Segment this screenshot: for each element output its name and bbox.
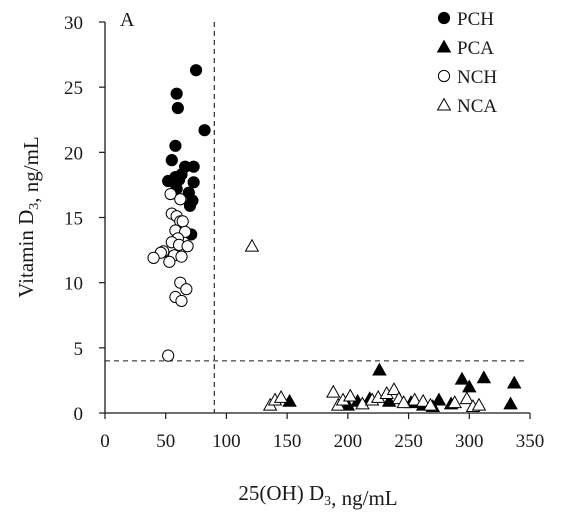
data-point-nca [343, 388, 358, 402]
data-point-nch [176, 215, 189, 228]
data-point-pch [183, 199, 197, 212]
legend-marker-pch [437, 11, 451, 25]
x-tick-label: 200 [334, 431, 363, 452]
data-point-nca [396, 395, 411, 409]
legend-marker-nca [436, 97, 452, 111]
data-point-nch [175, 250, 188, 263]
axes: 0 50 100 150 200 250 300 350 0 5 10 15 20 25 30 [64, 13, 544, 452]
data-point-nca [459, 391, 475, 405]
data-point-nch [181, 240, 194, 253]
data-point-nch [180, 283, 193, 296]
data-point-pch [171, 101, 184, 115]
data-point-nch [163, 255, 176, 268]
x-tick-label: 300 [455, 431, 484, 452]
x-axis-title: 25(OH) D3, ng/mL [238, 481, 397, 510]
data-point-pch [189, 64, 203, 77]
legend-label: NCH [457, 67, 497, 88]
y-tick-label: 25 [64, 78, 83, 99]
data-point-pch [170, 87, 183, 100]
legend: PCH PCA NCH NCA [436, 9, 497, 117]
data-point-nca [273, 389, 289, 403]
data-point-pch [198, 124, 211, 137]
data-point-nca [386, 382, 402, 396]
y-tick-label: 20 [64, 143, 83, 164]
data-point-nch [175, 294, 188, 308]
y-axis-ticks: 0 5 10 15 20 25 30 [64, 13, 105, 425]
data-point-pch [187, 176, 200, 189]
legend-item-nch: NCH [437, 67, 497, 88]
data-point-pca [506, 375, 522, 389]
data-point-pca [454, 371, 470, 385]
data-point-pca [476, 370, 492, 384]
x-tick-label: 0 [100, 431, 110, 452]
legend-item-nca: NCA [436, 96, 497, 117]
y-tick-label: 10 [64, 274, 83, 295]
data-point-pca [431, 392, 447, 406]
y-tick-label: 15 [64, 209, 83, 230]
reference-lines [105, 22, 524, 413]
data-points [147, 64, 522, 412]
legend-item-pch: PCH [437, 9, 494, 30]
data-point-nch [174, 193, 187, 206]
data-point-pca [462, 379, 477, 393]
x-tick-label: 100 [212, 431, 241, 452]
legend-marker-pca [436, 39, 452, 53]
data-point-pch [169, 139, 182, 152]
data-point-nca [244, 238, 260, 252]
legend-label: PCA [457, 38, 494, 59]
data-point-pch [187, 160, 200, 173]
data-point-nca [415, 393, 431, 407]
data-point-nca [447, 395, 462, 409]
series-nca [244, 238, 487, 412]
data-point-nch [164, 187, 177, 201]
legend-marker-nch [437, 69, 451, 83]
legend-item-pca: PCA [436, 38, 494, 59]
y-tick-label: 30 [64, 13, 83, 34]
x-tick-label: 250 [394, 431, 423, 452]
data-point-pca [503, 396, 518, 410]
series-nch [147, 187, 194, 362]
x-axis-ticks: 0 50 100 150 200 250 300 350 [100, 413, 544, 452]
panel-label: A [120, 9, 135, 31]
y-tick-label: 5 [74, 339, 84, 360]
data-point-nca [423, 397, 438, 411]
data-point-nch [147, 251, 160, 265]
x-tick-label: 350 [516, 431, 545, 452]
data-point-nca [471, 397, 487, 411]
data-point-pch [165, 154, 178, 167]
data-point-nca [407, 392, 422, 406]
legend-label: NCA [457, 96, 497, 117]
legend-label: PCH [457, 9, 494, 30]
data-point-nca [326, 384, 341, 398]
data-point-nca [355, 396, 370, 410]
y-tick-label: 0 [74, 404, 84, 425]
data-point-pca [372, 362, 387, 376]
x-tick-label: 150 [273, 431, 302, 452]
y-axis-title: Vitamin D3, ng/mL [14, 136, 43, 297]
x-tick-label: 50 [156, 431, 175, 452]
data-point-nch [162, 349, 175, 362]
